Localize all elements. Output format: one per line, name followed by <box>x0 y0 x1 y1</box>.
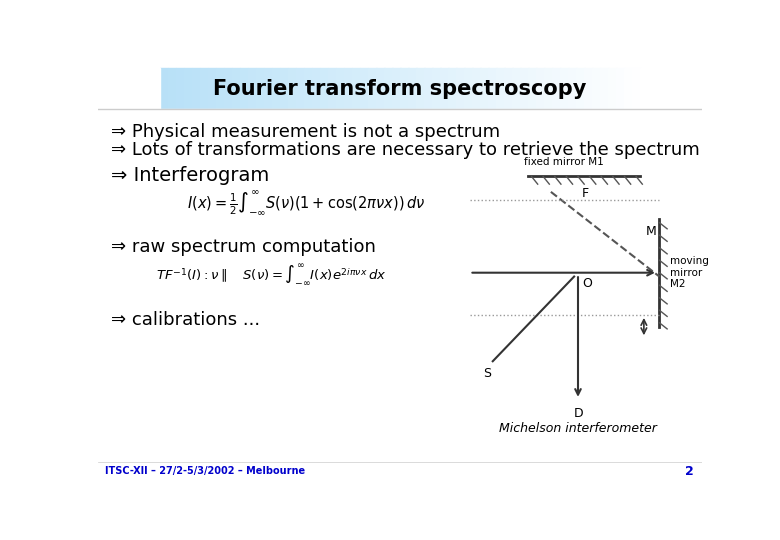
Bar <box>224 68 232 110</box>
Bar <box>560 68 569 110</box>
Bar <box>215 68 225 110</box>
Text: ⇒ raw spectrum computation: ⇒ raw spectrum computation <box>112 238 376 256</box>
Text: ⇒ Lots of transformations are necessary to retrieve the spectrum: ⇒ Lots of transformations are necessary … <box>112 141 700 159</box>
Bar <box>98 68 159 110</box>
Bar <box>488 68 497 110</box>
Bar <box>424 68 433 110</box>
Text: S: S <box>484 367 491 380</box>
Bar <box>159 68 168 110</box>
Text: 2: 2 <box>686 465 694 478</box>
Bar <box>344 68 353 110</box>
Text: moving
mirror
M2: moving mirror M2 <box>670 256 709 289</box>
Bar <box>360 68 368 110</box>
Text: fixed mirror M1: fixed mirror M1 <box>523 157 604 167</box>
Text: D: D <box>574 408 583 421</box>
Bar <box>576 68 585 110</box>
Text: ITSC-XII – 27/2-5/3/2002 – Melbourne: ITSC-XII – 27/2-5/3/2002 – Melbourne <box>105 467 306 476</box>
Bar <box>448 68 456 110</box>
Text: O: O <box>582 276 592 289</box>
Bar <box>239 68 248 110</box>
Bar <box>392 68 400 110</box>
Bar <box>271 68 280 110</box>
Bar <box>544 68 553 110</box>
Bar <box>328 68 336 110</box>
Bar <box>168 68 176 110</box>
Text: $TF^{-1}(I):\nu \parallel \quad S(\nu) = \int_{-\infty}^{\infty} I(x)e^{2i\pi\nu: $TF^{-1}(I):\nu \parallel \quad S(\nu) =… <box>156 263 386 288</box>
Bar <box>200 68 208 110</box>
Text: M: M <box>645 225 656 238</box>
Bar <box>456 68 465 110</box>
Bar <box>408 68 417 110</box>
Bar <box>624 68 633 110</box>
Bar <box>416 68 424 110</box>
Bar <box>192 68 200 110</box>
Bar <box>256 68 264 110</box>
Bar <box>496 68 505 110</box>
Bar <box>296 68 304 110</box>
Bar <box>592 68 601 110</box>
Bar <box>279 68 289 110</box>
Bar <box>384 68 392 110</box>
Bar <box>335 68 345 110</box>
Bar <box>464 68 473 110</box>
Bar <box>512 68 521 110</box>
Bar <box>367 68 377 110</box>
Bar <box>352 68 360 110</box>
Bar <box>528 68 537 110</box>
Bar <box>288 68 296 110</box>
Bar <box>98 110 702 481</box>
Bar <box>376 68 385 110</box>
Bar <box>536 68 544 110</box>
Bar <box>303 68 313 110</box>
Text: ⇒ calibrations ...: ⇒ calibrations ... <box>112 311 261 329</box>
Bar <box>320 68 328 110</box>
Text: $I(x) = \frac{1}{2}\int_{-\infty}^{\infty} S(\nu)(1+\cos(2\pi\nu x))\,d\nu$: $I(x) = \frac{1}{2}\int_{-\infty}^{\inft… <box>186 190 425 217</box>
Bar <box>520 68 529 110</box>
Bar <box>480 68 488 110</box>
Bar <box>176 68 184 110</box>
Text: F: F <box>582 187 589 200</box>
Bar <box>584 68 593 110</box>
Bar <box>600 68 608 110</box>
Bar <box>183 68 193 110</box>
Bar <box>568 68 576 110</box>
Bar <box>232 68 240 110</box>
Bar <box>640 68 702 110</box>
Bar <box>399 68 409 110</box>
Bar <box>632 68 641 110</box>
Bar <box>504 68 512 110</box>
Bar <box>552 68 561 110</box>
Bar <box>247 68 257 110</box>
Text: ⇒ Interferogram: ⇒ Interferogram <box>112 166 270 185</box>
Bar <box>432 68 441 110</box>
Bar <box>312 68 321 110</box>
Text: ⇒ Physical measurement is not a spectrum: ⇒ Physical measurement is not a spectrum <box>112 123 501 141</box>
Bar <box>616 68 625 110</box>
Text: Fourier transform spectroscopy: Fourier transform spectroscopy <box>213 79 587 99</box>
Text: Michelson interferometer: Michelson interferometer <box>499 422 657 435</box>
Bar <box>264 68 272 110</box>
Bar <box>207 68 216 110</box>
Bar <box>608 68 617 110</box>
Bar <box>472 68 480 110</box>
Bar <box>440 68 448 110</box>
